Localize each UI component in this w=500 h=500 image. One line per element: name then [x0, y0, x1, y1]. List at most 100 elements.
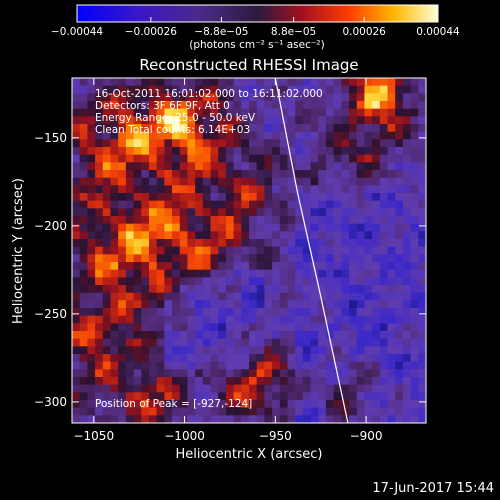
- heatmap-cell: [72, 162, 81, 171]
- heatmap-cell: [379, 200, 388, 209]
- heatmap-cell: [410, 323, 419, 332]
- heatmap-cell: [356, 177, 365, 186]
- heatmap-cell: [372, 239, 381, 248]
- heatmap-cell: [125, 354, 134, 363]
- heatmap-cell: [156, 415, 165, 423]
- heatmap-cell: [95, 308, 104, 317]
- heatmap-cell: [379, 116, 388, 125]
- heatmap-cell: [310, 231, 319, 240]
- heatmap-cell: [218, 177, 227, 186]
- heatmap-cell: [87, 292, 96, 301]
- heatmap-cell: [325, 200, 335, 209]
- heatmap-cell: [410, 308, 419, 317]
- heatmap-cell: [179, 377, 188, 386]
- heatmap-cell: [264, 246, 273, 255]
- heatmap-cell: [402, 131, 412, 140]
- heatmap-cell: [110, 392, 119, 401]
- heatmap-cell: [279, 415, 288, 423]
- heatmap-cell: [118, 223, 127, 232]
- heatmap-cell: [379, 185, 388, 194]
- heatmap-cell: [125, 108, 134, 117]
- heatmap-cell: [87, 177, 96, 186]
- heatmap-cell: [225, 185, 235, 194]
- heatmap-cell: [356, 377, 365, 386]
- heatmap-cell: [349, 185, 358, 194]
- heatmap-cell: [233, 185, 242, 194]
- heatmap-cell: [349, 384, 358, 393]
- heatmap-cell: [372, 407, 381, 416]
- heatmap-cell: [333, 377, 342, 386]
- heatmap-cell: [141, 369, 150, 378]
- heatmap-cell: [95, 262, 104, 271]
- heatmap-cell: [87, 346, 96, 355]
- heatmap-cell: [418, 193, 426, 202]
- heatmap-cell: [302, 101, 311, 110]
- heatmap-cell: [402, 231, 412, 240]
- heatmap-cell: [295, 162, 304, 171]
- heatmap-cell: [279, 216, 288, 225]
- heatmap-cell: [164, 384, 173, 393]
- heatmap-cell: [264, 415, 273, 423]
- heatmap-cell: [125, 200, 134, 209]
- heatmap-cell: [287, 208, 296, 217]
- heatmap-cell: [179, 346, 188, 355]
- heatmap-cell: [264, 262, 273, 271]
- heatmap-cell: [102, 93, 111, 102]
- heatmap-cell: [148, 216, 158, 225]
- heatmap-cell: [349, 208, 358, 217]
- heatmap-cell: [356, 124, 365, 133]
- heatmap-cell: [295, 200, 304, 209]
- heatmap-cell: [256, 139, 265, 148]
- heatmap-cell: [156, 108, 165, 117]
- heatmap-cell: [179, 315, 188, 324]
- heatmap-cell: [195, 400, 204, 409]
- heatmap-cell: [318, 262, 327, 271]
- heatmap-cell: [410, 162, 419, 171]
- heatmap-cell: [287, 246, 296, 255]
- heatmap-cell: [179, 208, 188, 217]
- heatmap-cell: [302, 415, 311, 423]
- heatmap-cell: [156, 208, 165, 217]
- heatmap-cell: [318, 254, 327, 263]
- heatmap-cell: [172, 108, 181, 117]
- heatmap-cell: [156, 400, 165, 409]
- heatmap-cell: [241, 108, 250, 117]
- heatmap-cell: [87, 93, 96, 102]
- heatmap-cell: [418, 85, 426, 94]
- heatmap-cell: [387, 208, 396, 217]
- heatmap-cell: [279, 239, 288, 248]
- heatmap-cell: [172, 377, 181, 386]
- heatmap-cell: [356, 185, 365, 194]
- heatmap-cell: [364, 108, 373, 117]
- heatmap-cell: [379, 101, 388, 110]
- heatmap-cell: [395, 154, 404, 163]
- heatmap-cell: [164, 154, 173, 163]
- heatmap-cell: [310, 147, 319, 156]
- heatmap-cell: [256, 131, 265, 140]
- heatmap-cell: [148, 300, 158, 309]
- heatmap-cell: [164, 162, 173, 171]
- heatmap-cell: [395, 254, 404, 263]
- heatmap-cell: [256, 392, 265, 401]
- heatmap-cell: [110, 262, 119, 271]
- heatmap-cell: [202, 124, 211, 133]
- heatmap-cell: [118, 216, 127, 225]
- heatmap-cell: [356, 208, 365, 217]
- heatmap-cell: [310, 108, 319, 117]
- heatmap-cell: [148, 377, 158, 386]
- heatmap-cell: [202, 223, 211, 232]
- heatmap-cell: [110, 331, 119, 340]
- heatmap-cell: [87, 285, 96, 294]
- heatmap-cell: [133, 78, 142, 87]
- heatmap-cell: [110, 116, 119, 125]
- heatmap-cell: [295, 254, 304, 263]
- heatmap-cell: [264, 147, 273, 156]
- heatmap-cell: [164, 277, 173, 286]
- heatmap-cell: [187, 154, 196, 163]
- heatmap-cell: [418, 369, 426, 378]
- heatmap-cell: [141, 346, 150, 355]
- heatmap-cell: [287, 346, 296, 355]
- heatmap-cell: [164, 369, 173, 378]
- heatmap-cell: [418, 262, 426, 271]
- heatmap-cell: [72, 377, 81, 386]
